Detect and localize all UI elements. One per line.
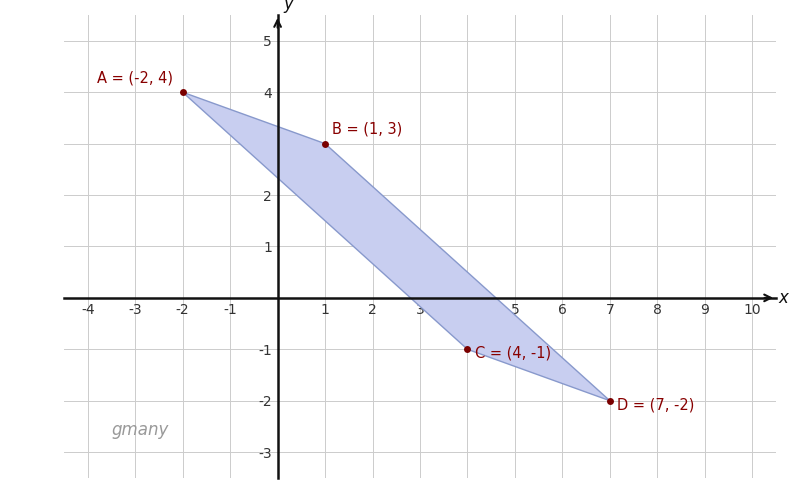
Text: A = (-2, 4): A = (-2, 4) (97, 70, 173, 86)
Text: gmany: gmany (111, 422, 169, 439)
Text: y: y (283, 0, 293, 13)
Polygon shape (182, 92, 610, 401)
Text: x: x (778, 289, 788, 307)
Text: D = (7, -2): D = (7, -2) (617, 397, 694, 412)
Text: C = (4, -1): C = (4, -1) (474, 346, 550, 361)
Text: B = (1, 3): B = (1, 3) (332, 122, 402, 137)
